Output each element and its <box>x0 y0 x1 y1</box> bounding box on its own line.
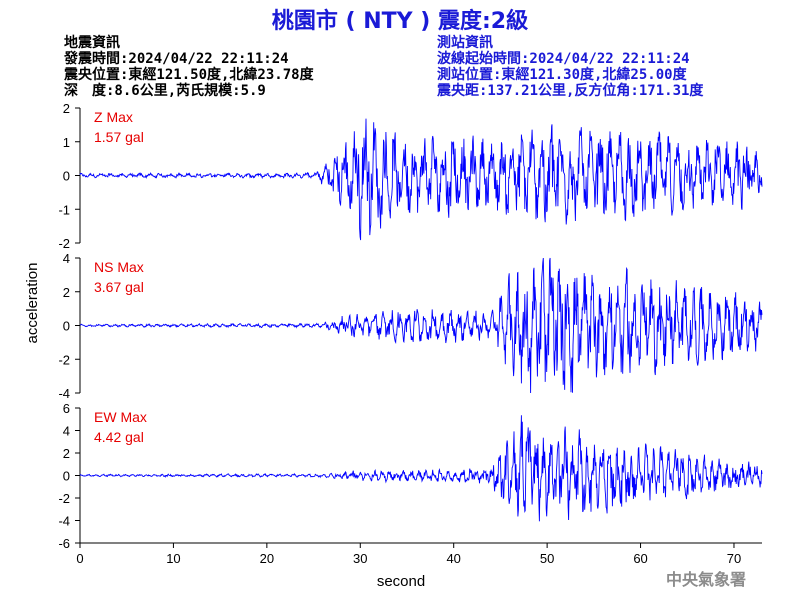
component-label: Z Max <box>94 109 133 125</box>
y-tick-label: 4 <box>63 251 70 266</box>
y-tick-label: 0 <box>63 319 70 334</box>
max-value-label: 1.57 gal <box>94 129 144 145</box>
y-tick-label: 2 <box>63 446 70 461</box>
quake-info: 地震資訊 發震時間:2024/04/22 22:11:24 震央位置:東經121… <box>64 35 314 99</box>
y-tick-label: -2 <box>58 491 70 506</box>
x-axis-title: second <box>377 573 425 590</box>
quake-time: 發震時間:2024/04/22 22:11:24 <box>64 51 289 67</box>
waveform-trace-1 <box>79 118 763 241</box>
y-tick-label: -6 <box>58 536 70 551</box>
y-tick-label: 2 <box>63 101 70 116</box>
station-location: 測站位置:東經121.30度,北緯25.00度 <box>437 67 687 83</box>
x-tick-label: 30 <box>353 551 367 566</box>
quake-depth: 深 度:8.6公里,芮氏規模:5.9 <box>64 83 266 99</box>
waveform-trace-2 <box>79 257 763 394</box>
x-tick-label: 70 <box>727 551 741 566</box>
y-tick-label: 4 <box>63 424 70 439</box>
x-tick-label: 60 <box>633 551 647 566</box>
component-label: NS Max <box>94 259 144 275</box>
y-tick-label: -4 <box>58 386 70 401</box>
agency-credit: 中央氣象署 <box>665 570 746 589</box>
y-tick-label: 1 <box>63 135 70 150</box>
y-axis-title: acceleration <box>24 263 41 344</box>
max-value-label: 3.67 gal <box>94 279 144 295</box>
epicentral-distance: 震央距:137.21公里,反方位角:171.31度 <box>437 83 704 99</box>
station-info: 測站資訊 波線起始時間:2024/04/22 22:11:24 測站位置:東經1… <box>437 35 703 99</box>
x-tick-label: 20 <box>260 551 274 566</box>
y-tick-label: 6 <box>63 401 70 416</box>
y-tick-label: -2 <box>58 352 70 367</box>
y-tick-label: -2 <box>58 236 70 251</box>
y-tick-label: 0 <box>63 469 70 484</box>
x-tick-label: 0 <box>76 551 83 566</box>
component-label: EW Max <box>94 409 147 425</box>
y-tick-label: -1 <box>58 202 70 217</box>
y-tick-label: 0 <box>63 169 70 184</box>
y-tick-label: -4 <box>58 514 70 529</box>
waveform-trace-3 <box>79 415 763 522</box>
quake-location: 震央位置:東經121.50度,北緯23.78度 <box>64 67 314 83</box>
wave-start-time: 波線起始時間:2024/04/22 22:11:24 <box>437 51 690 67</box>
x-tick-label: 10 <box>166 551 180 566</box>
y-tick-label: 2 <box>63 285 70 300</box>
station-info-heading: 測站資訊 <box>437 35 493 51</box>
quake-info-heading: 地震資訊 <box>64 35 120 51</box>
x-tick-label: 50 <box>540 551 554 566</box>
max-value-label: 4.42 gal <box>94 429 144 445</box>
x-tick-label: 40 <box>446 551 460 566</box>
chart-title: 桃園市 ( NTY ) 震度:2級 <box>271 9 529 34</box>
